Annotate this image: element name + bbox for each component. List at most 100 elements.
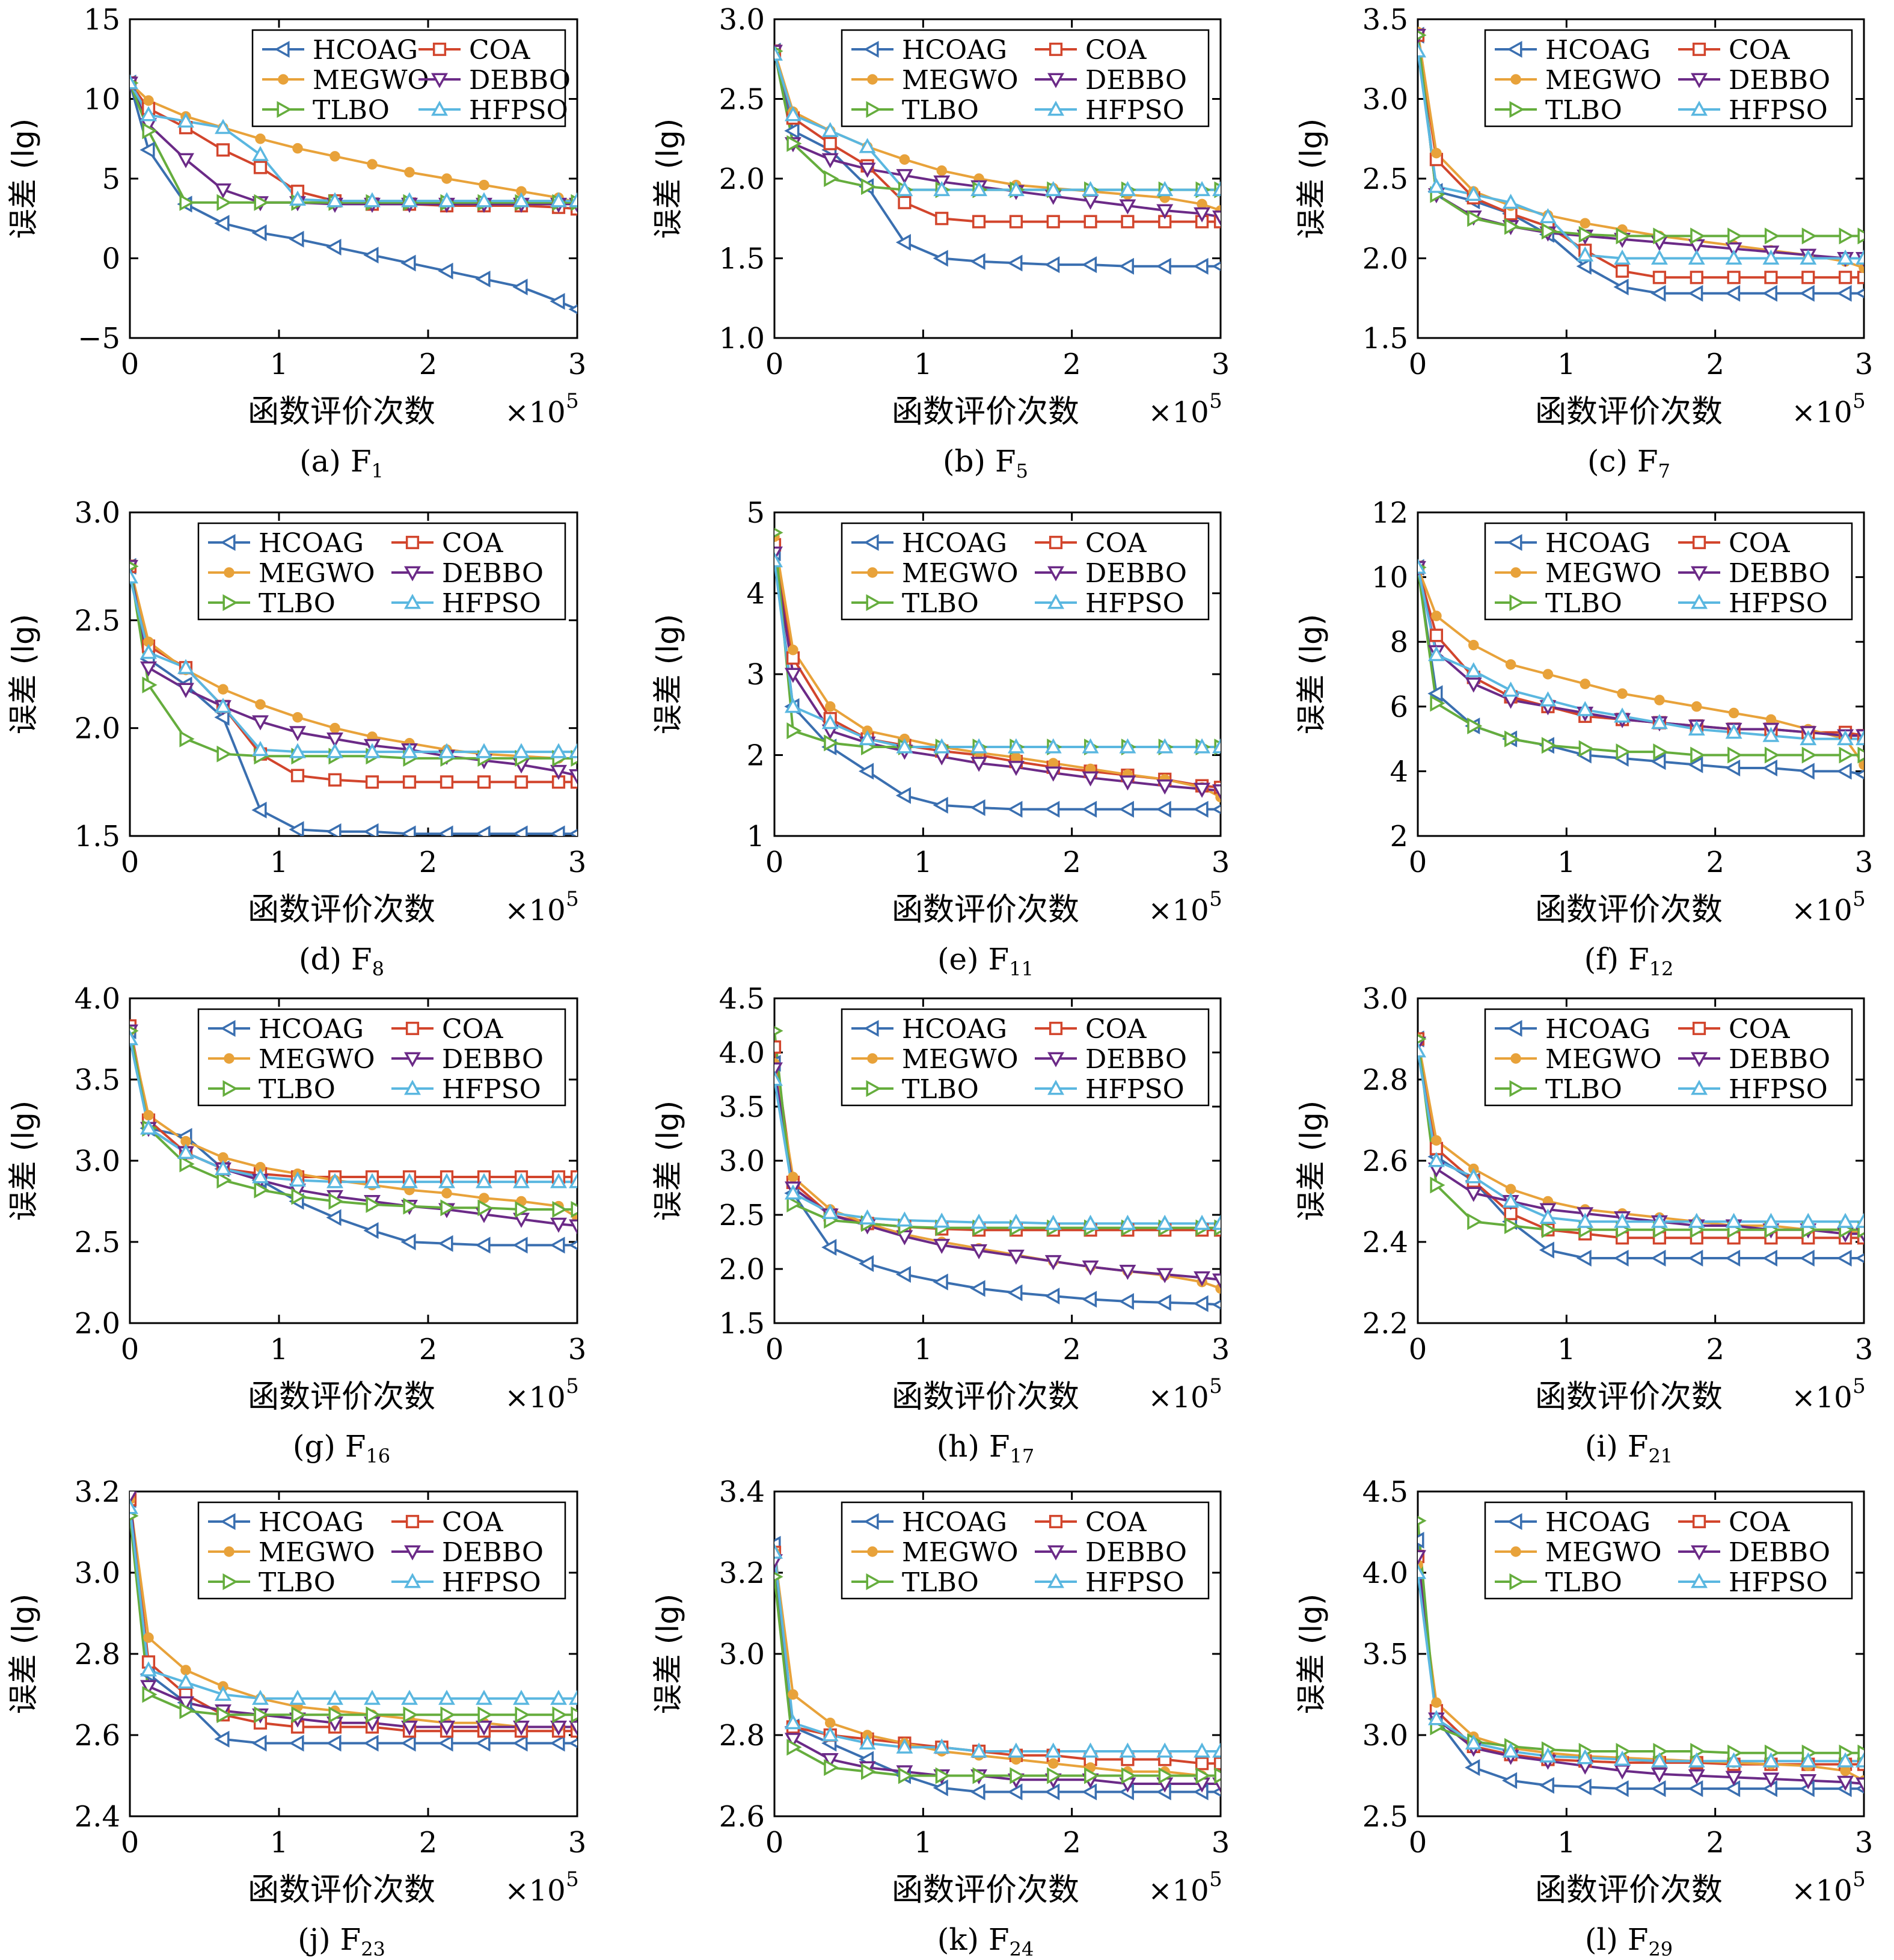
data-point — [821, 1726, 839, 1742]
data-point — [477, 775, 491, 789]
y-tick-label: 4 — [1390, 755, 1408, 788]
x-tick-label: 2 — [1062, 846, 1081, 879]
data-point — [326, 1173, 343, 1188]
legend-entry: MEGWO — [259, 1537, 375, 1568]
data-point — [784, 698, 801, 713]
data-point — [1510, 1546, 1521, 1557]
data-point — [1156, 1294, 1171, 1311]
data-point — [552, 1201, 568, 1218]
data-point — [1431, 610, 1442, 621]
x-axis-label: 函数评价次数 — [248, 1379, 435, 1415]
data-point — [1764, 746, 1780, 764]
data-point — [142, 676, 158, 693]
data-point — [1507, 1020, 1522, 1037]
y-tick-label: 10 — [84, 83, 120, 117]
x-axis-label: 函数评价次数 — [248, 1872, 435, 1908]
y-axis-label: 误差 (lg) — [6, 118, 41, 239]
data-point — [1007, 800, 1023, 818]
data-point — [1541, 223, 1557, 240]
data-point — [1049, 1514, 1063, 1529]
data-point — [896, 1211, 913, 1227]
legend-entry: HCOAG — [1545, 1014, 1650, 1045]
data-point — [1465, 662, 1482, 678]
legend-entry: COA — [1085, 528, 1147, 559]
data-point — [784, 668, 801, 683]
legend-entry: TLBO — [902, 588, 979, 619]
legend-box — [1484, 522, 1853, 621]
data-point — [512, 278, 528, 296]
data-point — [329, 151, 340, 162]
data-point — [1044, 1783, 1060, 1801]
data-point — [251, 1734, 267, 1752]
data-point — [512, 825, 528, 836]
y-axis-label: 误差 (lg) — [1294, 1101, 1329, 1221]
data-point — [863, 1513, 879, 1530]
data-point — [179, 194, 195, 211]
legend: HCOAG COA MEGWO DEBBO TLBO HFPSO — [1484, 29, 1853, 127]
data-point — [970, 1280, 985, 1297]
data-point — [863, 41, 879, 58]
data-point — [440, 775, 454, 789]
data-point — [1837, 249, 1854, 265]
x-tick-label: 2 — [419, 1826, 438, 1860]
y-tick-label: 2 — [746, 739, 765, 773]
legend-entry: COA — [442, 528, 504, 559]
data-point — [550, 1720, 567, 1736]
data-point — [179, 1702, 195, 1719]
data-point — [1504, 730, 1520, 748]
y-tick-label: 1.5 — [719, 1307, 765, 1341]
data-point — [326, 743, 343, 758]
data-point — [970, 1783, 985, 1801]
panel-caption: (d) F8 — [299, 942, 384, 980]
legend-entry: HFPSO — [1085, 588, 1185, 619]
data-point — [1049, 42, 1063, 57]
data-point — [328, 1706, 344, 1724]
data-point — [1650, 249, 1668, 265]
data-point — [933, 738, 951, 754]
legend-entry: MEGWO — [1545, 558, 1662, 589]
panel-caption: (i) F21 — [1585, 1429, 1673, 1467]
data-point — [438, 1734, 453, 1752]
x-scale-label: ×10 — [1148, 1381, 1209, 1415]
data-point — [1727, 227, 1743, 245]
y-tick-label: 2.5 — [75, 604, 120, 637]
data-point — [569, 1173, 577, 1188]
data-point — [774, 1040, 782, 1054]
data-point — [222, 1573, 238, 1590]
y-tick-label: 5 — [746, 496, 765, 530]
data-point — [1577, 1212, 1594, 1228]
data-point — [784, 1714, 801, 1730]
y-tick-label: 3.0 — [1362, 83, 1408, 117]
data-point — [1007, 761, 1025, 776]
data-point — [898, 1767, 914, 1784]
data-point — [291, 1706, 307, 1724]
legend-entry: DEBBO — [1729, 1044, 1830, 1075]
data-point — [1577, 701, 1594, 716]
data-point — [1800, 1212, 1817, 1228]
series-line-megwo — [130, 82, 577, 204]
data-point — [1762, 249, 1780, 265]
data-point — [513, 1720, 530, 1736]
data-point — [784, 106, 801, 121]
data-point — [1691, 1573, 1708, 1588]
y-axis-label: 误差 (lg) — [651, 614, 685, 735]
data-point — [363, 1222, 379, 1240]
data-point — [1576, 1778, 1592, 1796]
data-point — [1576, 1250, 1592, 1267]
y-tick-label: 2.0 — [1362, 242, 1408, 276]
data-point — [224, 1546, 234, 1557]
data-point — [970, 757, 988, 772]
legend-entry: MEGWO — [259, 558, 375, 589]
data-point — [1195, 1757, 1209, 1771]
chart-panel: 2.4 2.6 2.8 3.0 3.2 0 1 2 3 函数评价次数 ×10 5 误差 (lg) (j) … — [6, 1475, 586, 1960]
data-point — [476, 192, 492, 207]
data-point — [1418, 1516, 1427, 1526]
y-axis-label: 误差 (lg) — [1294, 1594, 1329, 1715]
y-axis-label: 误差 (lg) — [651, 1101, 685, 1221]
data-point — [1427, 1152, 1445, 1167]
data-point — [1539, 1241, 1554, 1259]
data-point — [933, 796, 948, 814]
data-point — [1616, 227, 1631, 245]
legend-entry: HCOAG — [902, 35, 1007, 66]
y-tick-label: 3.2 — [75, 1475, 120, 1509]
